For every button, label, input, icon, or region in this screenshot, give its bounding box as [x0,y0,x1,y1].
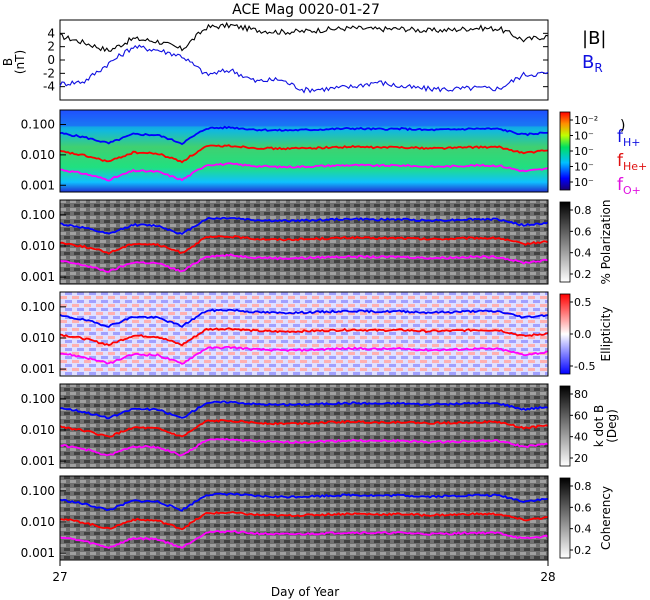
power-band [60,110,548,127]
gyrofrequency-line-f-h [59,492,549,512]
x-axis: 27 28 Day of Year [52,560,556,599]
y-tick-label: 4 [47,26,55,40]
colorbar [559,201,571,283]
colorbar-label: k dot B [592,405,606,447]
legend-f-h: fH+ [617,127,641,149]
colorbar-tick-label: 10⁻² [574,114,598,127]
spectrogram-frame [59,109,549,193]
colorbar-tick-label: 0.4 [574,523,592,536]
legend-btot: |B| [582,28,606,49]
x-tick-label: 28 [540,570,555,584]
spectrogram-frame [59,475,549,561]
spectrogram-panels: 0.100 0.010 0.001 10⁻² 10⁻ 10⁻ 10⁻ 10⁻ 0.100 0.01… [21,109,619,561]
spectrogram-image [60,384,548,468]
colorbar-tick-label: 0.5 [574,296,592,309]
y-tick-label: 0.010 [21,331,55,345]
spectrogram-frame [59,291,549,377]
colorbar-tick-label: 0.6 [574,501,592,514]
colorbar-tick-label: 80 [574,388,588,401]
y-tick-label: 0.010 [21,515,55,529]
y-tick-label: 0.100 [21,117,55,131]
gyrofrequency-line-f-he [59,510,549,531]
y-tick-label: 0.001 [21,546,55,560]
spectrogram-image [60,200,548,284]
y-tick-label: 0.001 [21,178,55,192]
colorbar-label: % Polarization [599,200,613,285]
y-tick-label: 2 [47,40,55,54]
bfield-y-label: B [1,58,15,66]
legend-f-o: fO+ [617,175,641,197]
colorbar [559,477,571,559]
colorbar-tick-label: 0.0 [574,328,592,341]
y-tick-label: 0.010 [21,239,55,253]
magnetic-field-panel: 420-2-4 B(nT) [1,19,549,101]
gyrofrequency-line-f-he [59,419,549,438]
spectrogram-frame [59,199,549,285]
colorbar-tick-label: 10⁻ [574,145,594,158]
gyrofrequency-line-f-h [59,216,549,235]
y-tick-label: 0 [47,53,55,67]
y-tick-label: 0.010 [21,148,55,162]
figure-title: ACE Mag 0020-01-27 [232,2,380,18]
colorbar-tick-label: 10⁻ [574,176,594,189]
series-line-btot [59,21,549,53]
y-tick-label: -4 [43,80,55,94]
colorbar-tick-label: -0.5 [574,360,595,373]
colorbar-tick-label: 20 [574,452,588,465]
legend-br: BR [582,52,603,75]
colorbar [559,293,571,375]
y-tick-label: 0.100 [21,208,55,222]
colorbar-tick-label: 0.8 [574,480,592,493]
colorbar [559,385,571,467]
y-tick-label: -2 [43,66,55,80]
gyrofrequency-line-f-o [59,346,549,365]
spectrogram-image [60,292,548,376]
gyrofrequency-line-f-o [59,437,549,457]
gyrofrequency-line-f-o [59,529,549,550]
gyrofrequency-line-f-h [59,125,549,146]
y-tick-label: 0.100 [21,392,55,406]
y-tick-label: 0.100 [21,484,55,498]
x-axis-label: Day of Year [271,585,339,599]
spectrogram-frame [59,383,549,469]
spectrogram-image [60,476,548,560]
gyrofrequency-line-f-o [60,162,549,182]
y-tick-label: 0.010 [21,423,55,437]
colorbar-label: Ellipticity [599,307,613,362]
bfield-y-unit: (nT) [13,50,27,74]
colorbar-tick-label: 10⁻ [574,161,594,174]
colorbar-tick-label: 0.2 [574,544,592,557]
colorbar [559,111,571,191]
gyrofrequency-line-f-h [59,308,549,328]
power-bracket: ) [620,118,625,134]
gyrofrequency-line-f-he [59,144,549,164]
gyrofrequency-line-f-h [59,400,549,420]
y-tick-label: 0.100 [21,300,55,314]
colorbar-label: Coherency [599,486,613,550]
colorbar-tick-label: 60 [574,409,588,422]
gyrofrequency-line-f-he [59,327,549,347]
colorbar-tick-label: 10⁻ [574,130,594,143]
x-tick-label: 27 [52,570,67,584]
colorbar-tick-label: 40 [574,431,588,444]
colorbar-tick-label: 0.6 [574,225,592,238]
colorbar-tick-label: 0.8 [574,204,592,217]
series-line-br [59,44,549,94]
y-tick-label: 0.001 [21,362,55,376]
colorbar-tick-label: 0.4 [574,247,592,260]
gyrofrequency-line-f-he [59,235,549,255]
legend-f-he: fHe+ [617,151,647,173]
gyrofrequency-line-f-o [59,253,549,273]
y-tick-label: 0.001 [21,270,55,284]
right-labels: |B| BR fH+ fHe+ fO+ ) [582,28,647,197]
y-tick-label: 0.001 [21,454,55,468]
colorbar-label-unit: (Deg) [605,409,619,443]
colorbar-tick-label: 0.2 [574,268,592,281]
